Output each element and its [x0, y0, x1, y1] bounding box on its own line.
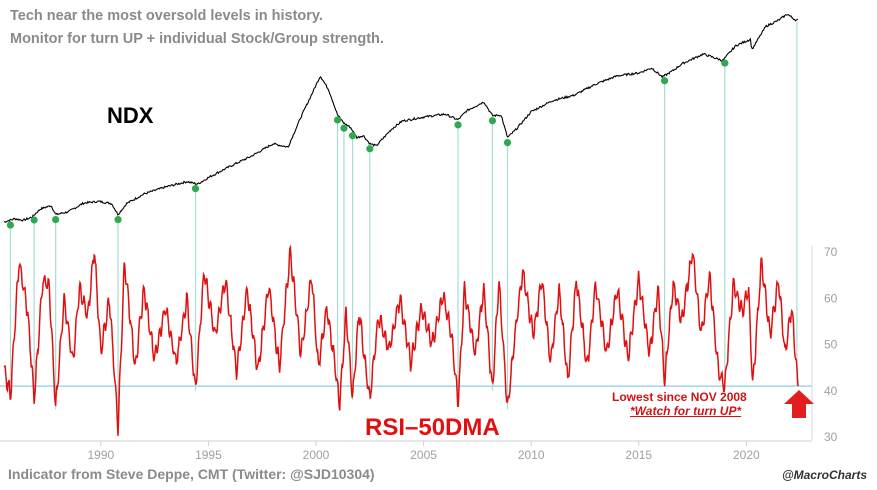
- footer-credit: Indicator from Steve Deppe, CMT (Twitter…: [8, 466, 375, 482]
- oversold-marker: [191, 185, 200, 193]
- brand-watermark: @MacroCharts: [781, 468, 867, 482]
- oversold-marker: [454, 121, 462, 129]
- oversold-marker: [6, 221, 15, 229]
- oversold-marker: [348, 132, 357, 140]
- oversold-marker: [503, 138, 512, 147]
- up-arrow-icon: [784, 390, 814, 418]
- x-axis-tick-label: 1990: [87, 448, 114, 462]
- oversold-marker: [30, 216, 38, 224]
- oversold-marker: [488, 117, 497, 125]
- rsi-axis-tick-label: 70: [824, 245, 838, 259]
- ndx-line: [3, 13, 799, 223]
- oversold-marker: [52, 215, 60, 224]
- rsi-line: [3, 244, 799, 436]
- oversold-marker: [114, 215, 122, 224]
- x-axis-tick-label: 1995: [195, 448, 222, 462]
- annotation-watch: *Watch for turn UP*: [630, 404, 742, 418]
- x-axis-tick-label: 2010: [518, 448, 545, 462]
- x-axis-tick-label: 2015: [625, 448, 652, 462]
- rsi-axis-tick-label: 50: [824, 338, 838, 352]
- rsi-axis-tick-label: 30: [824, 430, 838, 444]
- annotation-lowest: Lowest since NOV 2008: [612, 390, 747, 404]
- chart-subtitle: Monitor for turn UP + individual Stock/G…: [10, 31, 384, 47]
- x-axis-tick-label: 2000: [303, 448, 330, 462]
- x-axis-tick-label: 2020: [733, 448, 760, 462]
- rsi-axis-tick-label: 40: [824, 384, 838, 398]
- oversold-marker: [721, 59, 729, 67]
- oversold-marker: [333, 116, 342, 124]
- oversold-marker: [366, 145, 374, 153]
- oversold-marker: [340, 124, 348, 132]
- x-axis-tick-label: 2005: [410, 448, 437, 462]
- rsi-axis-tick-label: 60: [824, 291, 838, 305]
- rsi-series-label: RSI–50DMA: [365, 414, 500, 441]
- ndx-series-label: NDX: [107, 103, 154, 128]
- oversold-marker: [660, 77, 669, 85]
- chart-title: Tech near the most oversold levels in hi…: [10, 8, 323, 24]
